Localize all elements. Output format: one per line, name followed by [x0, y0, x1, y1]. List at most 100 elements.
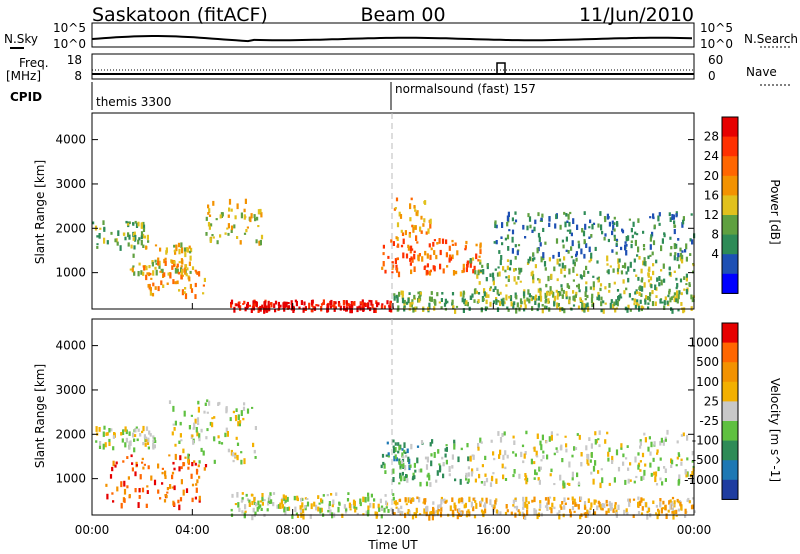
power-cell: [572, 259, 575, 265]
power-cell: [452, 305, 455, 309]
power-cell: [578, 289, 581, 293]
power-cell: [670, 296, 673, 301]
power-cell: [677, 252, 680, 258]
time-tick-label: 08:00: [275, 523, 310, 537]
power-cell: [426, 253, 429, 259]
velocity-cell: [502, 474, 505, 480]
power-cell: [537, 288, 540, 293]
power-cell: [361, 302, 364, 307]
velocity-cell: [461, 510, 464, 514]
velocity-cell: [514, 497, 517, 500]
velocity-cell: [128, 431, 131, 436]
velocity-cell: [380, 505, 384, 508]
velocity-cell: [539, 500, 542, 504]
power-cell: [177, 271, 180, 275]
velocity-cell: [132, 432, 135, 438]
power-cell: [260, 212, 263, 218]
velocity-cell: [553, 452, 556, 456]
power-cell: [358, 305, 361, 309]
velocity-cell: [563, 497, 566, 502]
power-cell: [508, 267, 512, 271]
velocity-cell: [489, 499, 492, 506]
power-cell: [625, 250, 628, 256]
power-cell: [544, 241, 547, 245]
power-cell: [150, 277, 153, 280]
power-cell: [465, 300, 468, 303]
power-cell: [401, 297, 405, 304]
power-cell: [664, 296, 667, 301]
velocity-cell: [533, 446, 536, 452]
power-cell: [418, 253, 421, 257]
velocity-cell: [236, 454, 239, 461]
power-cell: [543, 261, 547, 267]
power-cell: [501, 242, 504, 246]
power-cell: [686, 290, 689, 295]
power-cell: [404, 230, 407, 236]
velocity-cell: [622, 461, 625, 466]
power-cell: [575, 257, 578, 262]
velocity-cell: [629, 462, 632, 466]
power-cell: [137, 221, 140, 227]
power-cell: [125, 220, 128, 224]
power-cell: [137, 239, 140, 245]
power-cell: [155, 269, 158, 276]
power-cell: [429, 222, 432, 229]
power-cell: [676, 283, 679, 288]
velocity-cell: [671, 507, 674, 511]
power-cell: [563, 266, 566, 271]
power-cell: [685, 243, 688, 250]
velocity-cell: [179, 455, 182, 461]
power-cell: [298, 306, 301, 310]
velocity-cell: [686, 457, 689, 461]
velocity-cell: [553, 506, 556, 510]
power-cell: [609, 265, 612, 268]
power-cell: [508, 229, 511, 232]
velocity-cell: [403, 442, 406, 448]
velocity-cell: [655, 512, 658, 515]
power-cell: [611, 220, 614, 225]
velocity-cell: [541, 434, 544, 441]
power-cell: [585, 281, 588, 285]
power-cell: [178, 248, 181, 255]
velocity-cell: [617, 504, 620, 510]
power-cell: [517, 244, 521, 247]
velocity-cell: [226, 431, 229, 437]
beam-title: Beam 00: [360, 4, 445, 26]
velocity-cell: [544, 497, 548, 501]
power-cell: [390, 305, 393, 310]
velocity-cell: [640, 512, 644, 515]
velocity-cell: [319, 507, 322, 514]
velocity-colorbar-tick: -1000: [684, 473, 719, 487]
velocity-cell: [460, 447, 463, 451]
velocity-cell: [401, 511, 404, 516]
velocity-cell: [354, 508, 357, 513]
power-cell: [181, 289, 184, 296]
power-cell: [492, 277, 495, 282]
velocity-cell: [243, 458, 246, 465]
power-cell: [494, 220, 497, 225]
velocity-cell: [456, 508, 460, 513]
power-cell: [538, 236, 541, 243]
power-cell: [257, 307, 260, 313]
velocity-cell: [445, 459, 448, 465]
power-cell: [684, 249, 687, 253]
power-cell: [576, 284, 579, 288]
velocity-cell: [138, 488, 141, 493]
power-cell: [515, 307, 518, 314]
velocity-cell: [568, 461, 571, 468]
velocity-cell: [501, 463, 504, 469]
velocity-cell: [359, 502, 362, 507]
power-cell: [116, 241, 119, 246]
power-cell: [149, 286, 152, 292]
velocity-cell: [399, 510, 402, 514]
power-cell: [373, 307, 376, 313]
velocity-cell: [129, 440, 132, 446]
power-cell: [596, 260, 599, 264]
velocity-cell: [251, 406, 254, 409]
velocity-cell: [198, 437, 201, 442]
power-cell: [475, 290, 478, 294]
power-cell: [270, 302, 273, 308]
velocity-cell: [206, 399, 209, 403]
velocity-cell: [537, 477, 540, 481]
velocity-cell: [367, 505, 370, 511]
